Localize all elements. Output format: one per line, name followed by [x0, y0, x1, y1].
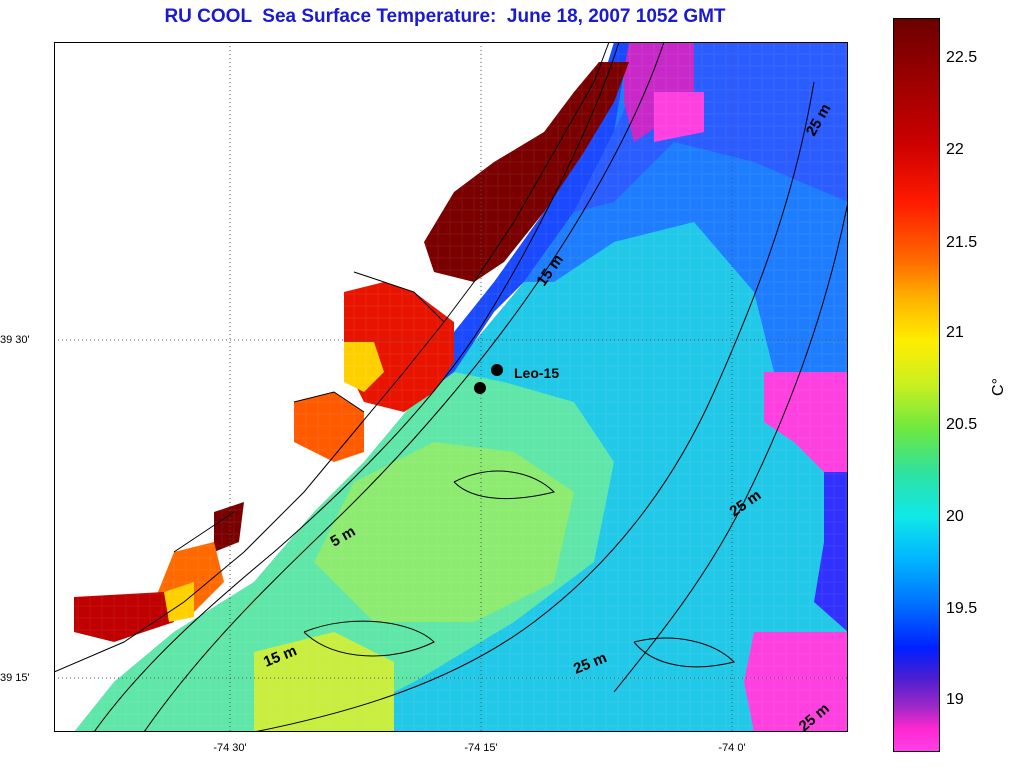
colorbar-tick-19: 19 [946, 691, 964, 708]
map-title: RU COOL Sea Surface Temperature: June 18… [164, 6, 726, 27]
colorbar-tick-20: 20 [946, 508, 964, 525]
colorbar-tick-22-5: 22.5 [946, 49, 978, 66]
colorbar-tick-21: 21 [946, 324, 964, 341]
station-marker-leo15-a[interactable] [491, 364, 503, 376]
station-marker-leo15-b[interactable] [474, 382, 486, 394]
sst-map[interactable]: 25 m 15 m 5 m 25 m 15 m 25 m 25 m Leo-15 [54, 42, 848, 732]
depth-contours [93, 42, 848, 732]
lon-label-74-0: -74 0' [718, 742, 746, 754]
lon-label-74-15: -74 15' [464, 742, 498, 754]
coastline [54, 42, 610, 673]
lon-label-74-30: -74 30' [213, 742, 247, 754]
lat-label-39-30: 39 30' [0, 334, 30, 346]
colorbar-unit-label: C° [989, 378, 1007, 396]
colorbar-tick-21-5: 21.5 [946, 234, 978, 251]
lat-label-39-15: 39 15' [0, 672, 30, 684]
colorbar-tick-19-5: 19.5 [946, 600, 978, 617]
station-label-leo15: Leo-15 [514, 365, 559, 381]
colorbar-tick-22: 22 [946, 141, 964, 158]
temperature-colorbar [893, 18, 940, 752]
sst-map-canvas: 25 m 15 m 5 m 25 m 15 m 25 m 25 m Leo-15 [54, 42, 848, 732]
colorbar-tick-20-5: 20.5 [946, 416, 978, 433]
